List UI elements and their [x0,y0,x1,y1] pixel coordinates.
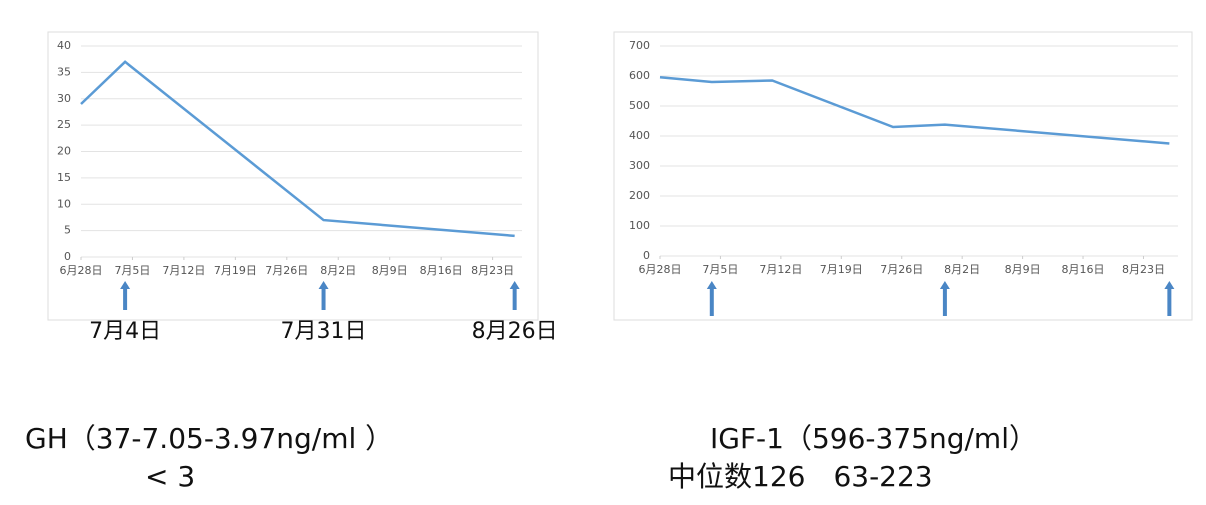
x-tick-label: 7月19日 [214,264,257,277]
y-tick-label: 300 [629,159,650,172]
annotation: 7月4日 [89,319,161,344]
caption: IGF-1（596-375ng/ml） [710,422,1037,455]
y-tick-label: 500 [629,99,650,112]
x-tick-label: 7月5日 [114,264,150,277]
x-tick-label: 8月2日 [320,264,356,277]
x-tick-label: 8月23日 [1122,263,1165,276]
x-tick-label: 8月9日 [372,264,408,277]
arrow-head [939,281,950,289]
annotation: 7月31日 [281,319,367,344]
x-tick-label: 8月2日 [944,263,980,276]
x-tick-label: 7月12日 [759,263,802,276]
y-tick-label: 10 [57,197,71,210]
arrow-head [318,281,329,289]
x-tick-label: 6月28日 [639,263,682,276]
y-tick-label: 400 [629,129,650,142]
y-tick-label: 0 [64,250,71,263]
x-tick-label: 6月28日 [60,264,103,277]
chart-frame [47,31,539,321]
y-tick-label: 100 [629,219,650,232]
y-tick-label: 5 [64,224,71,237]
x-tick-label: 8月16日 [1062,263,1105,276]
chart-frame [613,31,1193,321]
annotation: 8月26日 [472,319,558,344]
arrow-head [509,281,520,289]
x-tick-label: 7月26日 [880,263,923,276]
x-tick-label: 8月9日 [1005,263,1041,276]
y-tick-label: 15 [57,171,71,184]
line [659,75,1170,145]
x-tick-label: 7月19日 [820,263,863,276]
x-tick-label: 7月26日 [265,264,308,277]
y-tick-label: 35 [57,65,71,78]
caption: < 3 [145,460,195,493]
y-tick-label: 25 [57,118,71,131]
y-tick-label: 600 [629,69,650,82]
arrow-head [120,281,131,289]
arrow-head [706,281,717,289]
y-tick-label: 40 [57,39,71,52]
x-tick-label: 7月5日 [702,263,738,276]
y-tick-label: 20 [57,145,71,158]
caption: 中位数126 63-223 [668,460,933,493]
caption: GH（37-7.05-3.97ng/ml ） [25,422,393,455]
arrow-head [1164,281,1175,289]
y-tick-label: 700 [629,39,650,52]
y-tick-label: 30 [57,92,71,105]
y-tick-label: 200 [629,189,650,202]
x-tick-label: 8月23日 [471,264,514,277]
x-tick-label: 8月16日 [420,264,463,277]
y-tick-label: 0 [643,249,650,262]
line [80,60,515,238]
x-tick-label: 7月12日 [162,264,205,277]
